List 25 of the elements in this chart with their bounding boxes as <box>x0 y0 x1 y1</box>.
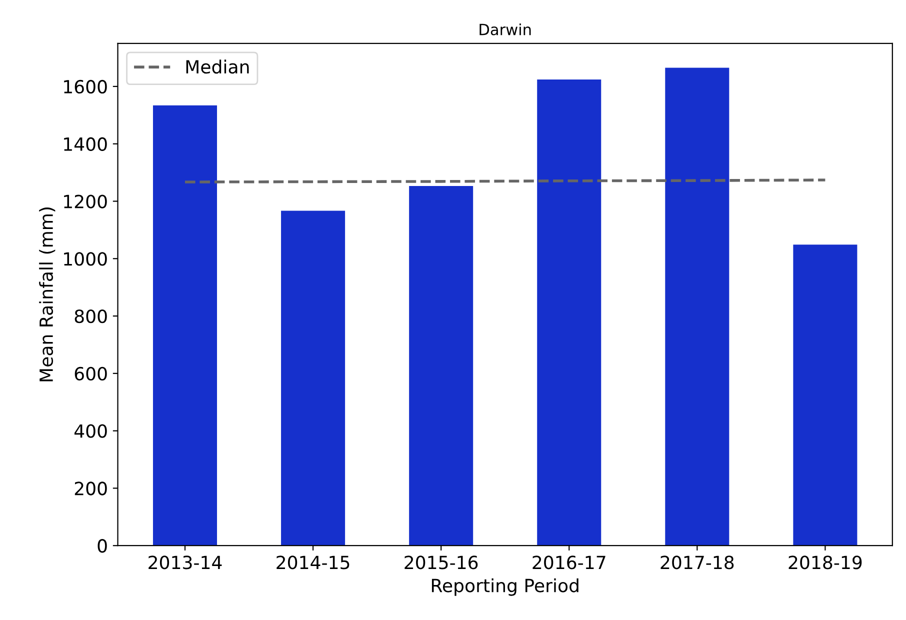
x-axis-title: Reporting Period <box>432 578 578 596</box>
y-tick-label: 800 <box>74 309 107 324</box>
chart-title: Darwin <box>480 23 531 36</box>
x-tick-label: 2017-18 <box>660 556 734 570</box>
bar <box>793 244 858 546</box>
y-tick-label: 600 <box>74 366 107 381</box>
bar <box>537 80 602 546</box>
bar <box>152 105 218 546</box>
bar <box>409 186 474 546</box>
x-tick-label: 2016-17 <box>532 556 606 570</box>
y-tick-label: 0 <box>98 539 107 553</box>
y-tick-label: 1200 <box>64 194 107 208</box>
x-tick-label: 2015-16 <box>404 556 478 570</box>
x-tick-label: 2014-15 <box>276 556 350 570</box>
x-tick-label: 2018-19 <box>788 556 862 570</box>
y-tick-label: 1000 <box>64 252 107 266</box>
y-tick-label: 400 <box>74 424 107 438</box>
bar <box>281 210 346 546</box>
y-tick-label: 1400 <box>64 137 107 151</box>
y-axis-title: Mean Rainfall (mm) <box>39 208 56 382</box>
bar <box>665 68 730 546</box>
x-tick-label: 2013-14 <box>148 556 222 570</box>
y-tick-label: 1600 <box>64 80 107 94</box>
y-tick-label: 200 <box>74 482 107 496</box>
legend-label: Median <box>186 60 249 74</box>
